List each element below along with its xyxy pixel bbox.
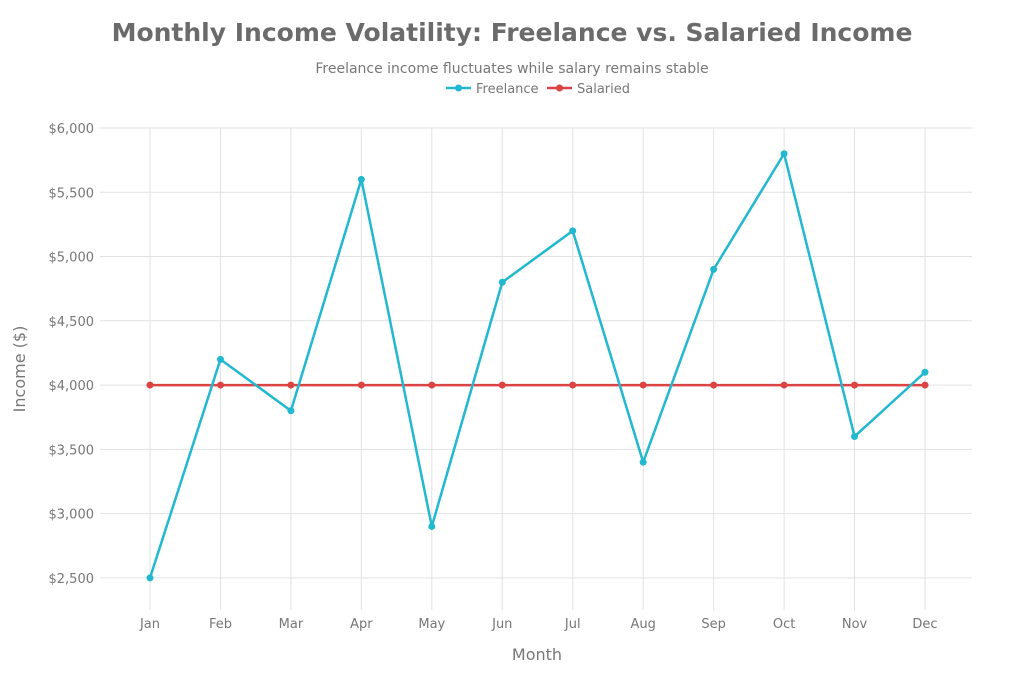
- x-tick-label: Mar: [279, 617, 304, 632]
- x-axis-label: Month: [512, 645, 562, 664]
- y-tick-label: $2,500: [49, 572, 95, 587]
- x-tick-label: Feb: [209, 617, 232, 632]
- data-point-freelance: [498, 278, 506, 286]
- y-tick-label: $3,000: [49, 508, 95, 523]
- data-point-freelance: [287, 407, 295, 415]
- y-tick-label: $4,500: [49, 315, 95, 330]
- data-point-freelance: [710, 265, 718, 273]
- data-point-freelance: [921, 368, 929, 376]
- y-tick-label: $5,000: [49, 251, 95, 266]
- data-point-salaried: [639, 381, 647, 389]
- x-tick-label: Jun: [491, 617, 512, 632]
- data-point-salaried: [216, 381, 224, 389]
- legend-marker-freelance: [455, 84, 462, 92]
- chart-subtitle: Freelance income fluctuates while salary…: [315, 61, 709, 77]
- data-point-salaried: [780, 381, 788, 389]
- data-point-salaried: [921, 381, 929, 389]
- x-tick-label: Sep: [701, 617, 726, 632]
- data-point-freelance: [357, 175, 365, 183]
- x-tick-label: Dec: [912, 617, 937, 632]
- legend-label-freelance: Freelance: [476, 82, 539, 97]
- data-point-salaried: [851, 381, 859, 389]
- data-point-freelance: [780, 150, 788, 158]
- x-tick-label: Oct: [773, 617, 795, 632]
- x-tick-label: Jul: [564, 617, 581, 632]
- data-point-salaried: [287, 381, 295, 389]
- legend-marker-salaried: [556, 84, 563, 92]
- data-point-salaried: [498, 381, 506, 389]
- x-tick-label: Apr: [350, 617, 373, 632]
- y-tick-label: $3,500: [49, 443, 95, 458]
- x-tick-label: Aug: [630, 617, 655, 632]
- data-point-freelance: [146, 574, 154, 582]
- data-point-salaried: [146, 381, 154, 389]
- y-tick-label: $6,000: [49, 122, 95, 137]
- legend-label-salaried: Salaried: [577, 82, 630, 97]
- y-tick-label: $4,000: [49, 379, 95, 394]
- data-point-freelance: [428, 522, 436, 530]
- data-point-freelance: [216, 355, 224, 363]
- data-point-salaried: [710, 381, 718, 389]
- data-point-salaried: [428, 381, 436, 389]
- x-tick-label: Jan: [139, 617, 160, 632]
- data-point-freelance: [851, 432, 859, 440]
- data-point-salaried: [357, 381, 365, 389]
- x-tick-label: May: [418, 617, 445, 632]
- series-line-freelance: [148, 150, 926, 579]
- y-axis-label: Income ($): [10, 326, 29, 413]
- data-point-salaried: [569, 381, 577, 389]
- data-point-freelance: [639, 458, 647, 466]
- chart-title: Monthly Income Volatility: Freelance vs.…: [111, 18, 913, 47]
- data-point-freelance: [569, 227, 577, 235]
- y-tick-label: $5,500: [49, 186, 95, 201]
- x-tick-label: Nov: [842, 617, 868, 632]
